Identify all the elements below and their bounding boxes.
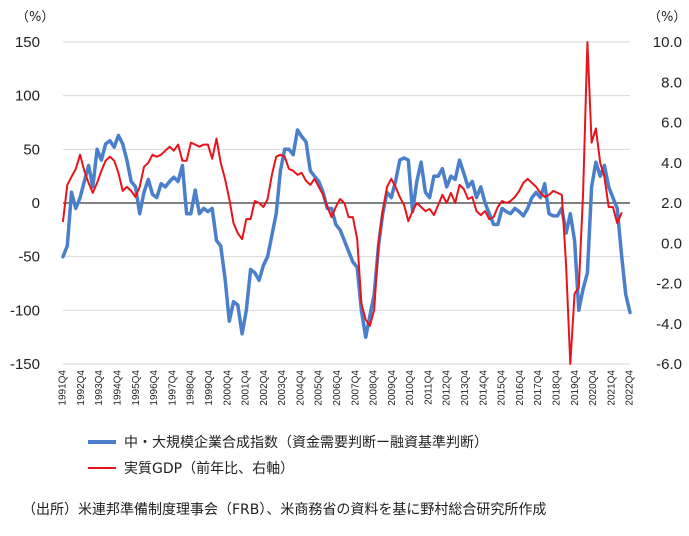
left-axis-unit-label: （%）: [16, 10, 55, 25]
left-tick-label: 150: [15, 34, 40, 51]
legend-label-ci: 中・大規模企業合成指数（資金需要判断ー融資基準判断）: [124, 435, 488, 451]
x-tick-label: 2004Q4: [295, 370, 306, 406]
left-tick-label: -50: [18, 249, 40, 266]
legend-label-gdp: 実質GDP（前年比、右軸）: [124, 461, 295, 477]
legend-item-gdp: 実質GDP（前年比、右軸）: [88, 458, 294, 478]
left-tick-label: -150: [10, 356, 40, 373]
right-tick-label: 6.0: [661, 115, 682, 132]
x-tick-label: 2001Q4: [241, 370, 252, 406]
source-note: （出所）米連邦準備制度理事会（FRB）、米商務省の資料を基に野村総合研究所作成: [22, 502, 547, 518]
left-tick-label: 100: [15, 88, 40, 105]
x-tick-label: 2008Q4: [369, 370, 380, 406]
x-tick-label: 2016Q4: [515, 370, 526, 406]
x-tick-label: 2018Q4: [551, 370, 562, 406]
right-tick-label: 0.0: [661, 235, 682, 252]
left-tick-label: 0: [32, 195, 40, 212]
x-tick-label: 2020Q4: [588, 370, 599, 406]
x-tick-label: 1999Q4: [204, 370, 215, 406]
right-tick-label: 4.0: [661, 155, 682, 172]
x-tick-label: 2002Q4: [259, 370, 270, 406]
x-tick-label: 1994Q4: [113, 370, 124, 406]
x-tick-label: 2015Q4: [497, 370, 508, 406]
x-tick-label: 1995Q4: [131, 370, 142, 406]
x-tick-label: 2013Q4: [460, 370, 471, 406]
right-tick-label: 2.0: [661, 195, 682, 212]
legend-item-ci: 中・大規模企業合成指数（資金需要判断ー融資基準判断）: [88, 432, 488, 452]
x-tick-label: 2000Q4: [222, 370, 233, 406]
x-tick-label: 2021Q4: [606, 370, 617, 406]
plot-area: 150 100 50 0 -50 -100 -150 10.0 8.0 6.0 4.0 2.0 0.0 -…: [10, 34, 682, 406]
x-tick-label: 2005Q4: [314, 370, 325, 406]
legend-swatch-ci: [88, 440, 116, 444]
legend-swatch-gdp: [88, 467, 116, 469]
right-tick-label: 8.0: [661, 74, 682, 91]
x-tick-label: 2019Q4: [570, 370, 581, 406]
series-line-gdp: [62, 41, 623, 365]
x-tick-label: 1996Q4: [149, 370, 160, 406]
right-tick-label: -4.0: [656, 316, 682, 333]
right-tick-label: 10.0: [653, 34, 682, 51]
x-tick-label: 2022Q4: [625, 370, 636, 406]
right-tick-label: -6.0: [656, 356, 682, 373]
x-tick-label: 1998Q4: [186, 370, 197, 406]
x-tick-label: 2010Q4: [405, 370, 416, 406]
x-tick-label: 2006Q4: [332, 370, 343, 406]
x-tick-label: 1991Q4: [58, 370, 69, 406]
x-tick-label: 2011Q4: [423, 370, 434, 405]
series-line-ci: [61, 128, 632, 339]
x-tick-label: 2007Q4: [350, 370, 361, 406]
left-tick-label: -100: [10, 302, 40, 319]
x-tick-label: 1992Q4: [76, 370, 87, 406]
x-tick-label: 2014Q4: [478, 370, 489, 406]
x-tick-label: 2003Q4: [277, 370, 288, 406]
x-tick-label: 2017Q4: [533, 370, 544, 406]
left-tick-label: 50: [23, 141, 40, 158]
x-tick-label: 1997Q4: [167, 370, 178, 406]
right-axis-unit-label: （%）: [648, 10, 687, 25]
x-tick-label: 1993Q4: [94, 370, 105, 406]
x-tick-label: 2009Q4: [387, 370, 398, 406]
x-tick-label: 2012Q4: [442, 370, 453, 406]
right-tick-label: -2.0: [656, 276, 682, 293]
